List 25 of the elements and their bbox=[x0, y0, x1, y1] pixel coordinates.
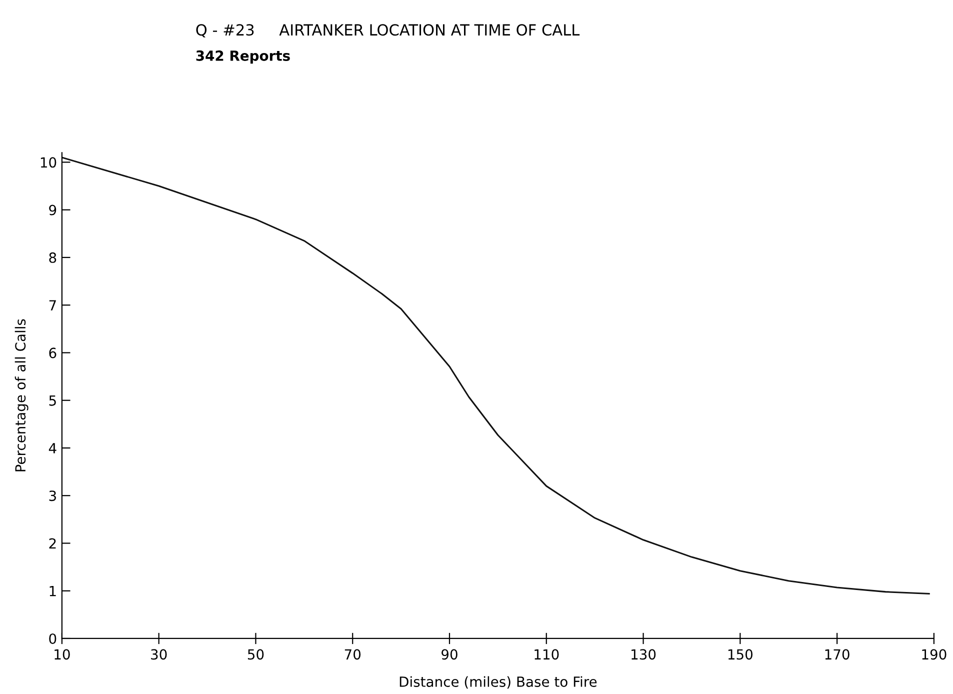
y-tick-label: 6 bbox=[49, 348, 56, 358]
x-tick-label: 110 bbox=[534, 649, 559, 660]
y-tick-label: 1 bbox=[50, 586, 56, 596]
chart-subtitle: 342 Reports bbox=[196, 50, 290, 64]
y-axis-title: Percentage of all Calls bbox=[14, 319, 28, 472]
x-tick-label: 30 bbox=[151, 649, 167, 660]
x-tick-label: 130 bbox=[632, 649, 656, 660]
y-tick-label: 9 bbox=[49, 204, 56, 216]
y-tick-label: 0 bbox=[49, 633, 56, 644]
y-tick-label: 2 bbox=[49, 538, 56, 548]
x-tick-label: 90 bbox=[442, 649, 458, 660]
y-tick-label: 4 bbox=[48, 443, 56, 454]
y-tick-label: 7 bbox=[49, 300, 56, 310]
y-tick-label: 5 bbox=[49, 395, 56, 406]
x-tick-label: 190 bbox=[922, 649, 946, 660]
y-tick-label: 3 bbox=[49, 490, 56, 502]
x-tick-label: 70 bbox=[344, 649, 361, 660]
y-tick-label: 8 bbox=[49, 252, 56, 263]
x-tick-label: 150 bbox=[728, 649, 752, 660]
y-tick-label: 10 bbox=[40, 157, 56, 168]
line-series bbox=[62, 156, 930, 594]
chart-title: Q - #23 AIRTANKER LOCATION AT TIME OF CALL bbox=[196, 24, 580, 38]
x-axis-title: Distance (miles) Base to Fire bbox=[400, 676, 597, 689]
x-tick-label: 50 bbox=[248, 649, 264, 660]
x-tick-label: 170 bbox=[825, 649, 850, 660]
